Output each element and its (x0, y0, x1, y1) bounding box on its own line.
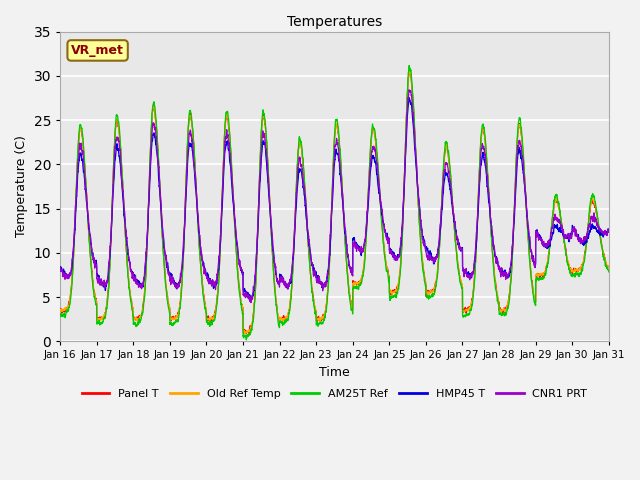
Legend: Panel T, Old Ref Temp, AM25T Ref, HMP45 T, CNR1 PRT: Panel T, Old Ref Temp, AM25T Ref, HMP45 … (77, 385, 592, 404)
Y-axis label: Temperature (C): Temperature (C) (15, 135, 28, 237)
Title: Temperatures: Temperatures (287, 15, 382, 29)
Text: VR_met: VR_met (71, 44, 124, 57)
X-axis label: Time: Time (319, 366, 350, 379)
